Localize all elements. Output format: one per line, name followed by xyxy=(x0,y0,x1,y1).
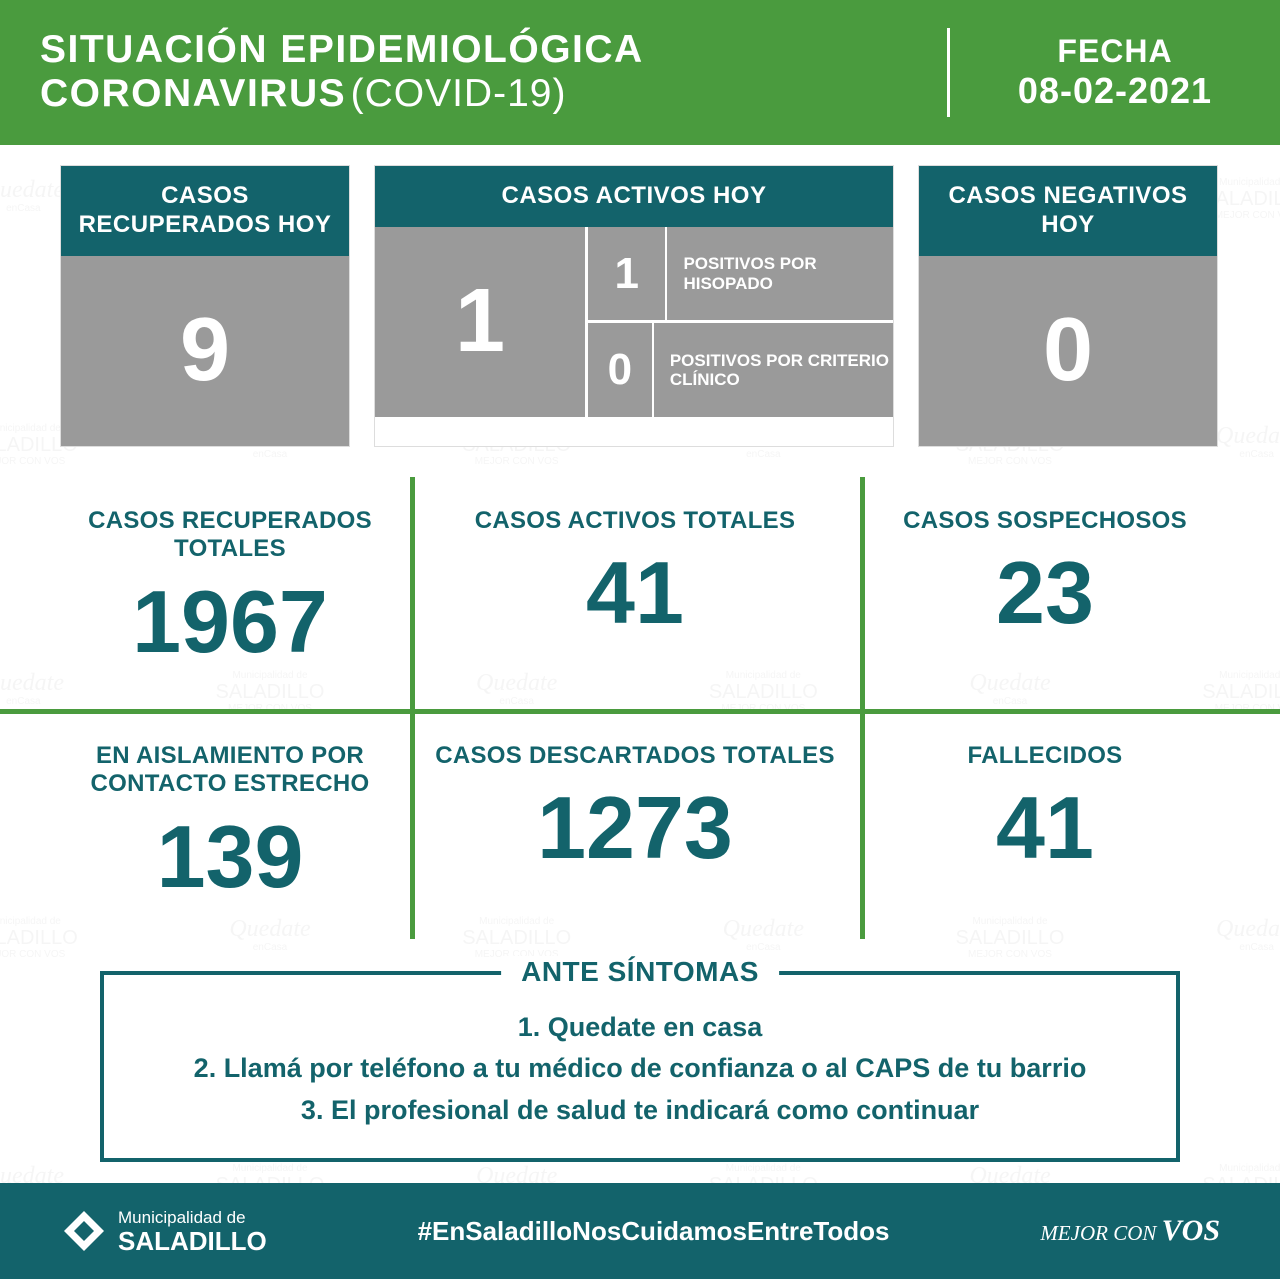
symptoms-line-3: 3. El profesional de salud te indicará c… xyxy=(128,1090,1152,1132)
clinico-value: 0 xyxy=(588,323,654,417)
hisopado-label: POSITIVOS POR HISOPADO xyxy=(667,227,893,321)
stat-value: 139 xyxy=(60,813,400,901)
card-value: 1 xyxy=(375,227,585,417)
card-negativos-hoy: CASOS NEGATIVOS HOY 0 xyxy=(918,165,1218,447)
card-value: 9 xyxy=(61,256,349,446)
cell-sospechosos: CASOS SOSPECHOSOS 23 xyxy=(870,507,1220,638)
main-content: CASOS RECUPERADOS HOY 9 CASOS ACTIVOS HO… xyxy=(0,145,1280,1162)
stat-value: 23 xyxy=(870,549,1220,637)
symptoms-line-1: 1. Quedate en casa xyxy=(128,1007,1152,1049)
header-date-block: FECHA 08-02-2021 xyxy=(950,0,1280,145)
today-cards-row: CASOS RECUPERADOS HOY 9 CASOS ACTIVOS HO… xyxy=(60,165,1220,447)
stat-label: CASOS DESCARTADOS TOTALES xyxy=(420,742,850,771)
grid-line-vertical xyxy=(410,714,415,939)
title-line-1: SITUACIÓN EPIDEMIOLÓGICA xyxy=(40,28,907,72)
stat-value: 1273 xyxy=(420,784,850,872)
saladillo-logo-icon xyxy=(60,1207,108,1255)
symptoms-title: ANTE SÍNTOMAS xyxy=(501,956,779,988)
logo-top: Municipalidad de xyxy=(118,1208,246,1227)
header-title-block: SITUACIÓN EPIDEMIOLÓGICA CORONAVIRUS (CO… xyxy=(0,0,947,145)
card-header: CASOS ACTIVOS HOY xyxy=(375,166,893,227)
date-value: 08-02-2021 xyxy=(950,70,1280,112)
footer-logo-text: Municipalidad de SALADILLO xyxy=(118,1208,267,1254)
activos-breakdown: 1 POSITIVOS POR HISOPADO 0 POSITIVOS POR… xyxy=(585,227,893,417)
clinico-label: POSITIVOS POR CRITERIO CLÍNICO xyxy=(654,323,893,417)
cell-fallecidos: FALLECIDOS 41 xyxy=(870,742,1220,873)
hisopado-row: 1 POSITIVOS POR HISOPADO xyxy=(585,227,893,321)
symptoms-box: ANTE SÍNTOMAS 1. Quedate en casa 2. Llam… xyxy=(100,971,1180,1163)
cell-activos-totales: CASOS ACTIVOS TOTALES 41 xyxy=(420,507,850,638)
grid-line-vertical xyxy=(410,477,415,709)
tagline-emphasis: VOS xyxy=(1162,1214,1220,1247)
footer-tagline: MEJOR CON VOS xyxy=(1040,1214,1220,1248)
infographic: Municipalidad deSALADILLOMEJOR CON VOS Q… xyxy=(0,0,1280,1279)
clinico-row: 0 POSITIVOS POR CRITERIO CLÍNICO xyxy=(585,320,893,417)
card-recuperados-hoy: CASOS RECUPERADOS HOY 9 xyxy=(60,165,350,447)
hisopado-value: 1 xyxy=(588,227,667,321)
footer-logo: Municipalidad de SALADILLO xyxy=(60,1207,267,1255)
stat-value: 1967 xyxy=(60,578,400,666)
card-header: CASOS NEGATIVOS HOY xyxy=(919,166,1217,256)
title-line-2: CORONAVIRUS xyxy=(40,72,346,115)
stat-label: EN AISLAMIENTO POR CONTACTO ESTRECHO xyxy=(60,742,400,800)
footer-hashtag: #EnSaladilloNosCuidamosEntreTodos xyxy=(267,1216,1041,1247)
header: SITUACIÓN EPIDEMIOLÓGICA CORONAVIRUS (CO… xyxy=(0,0,1280,145)
stat-label: CASOS ACTIVOS TOTALES xyxy=(420,507,850,536)
stat-label: CASOS RECUPERADOS TOTALES xyxy=(60,507,400,565)
tagline-pre: MEJOR CON xyxy=(1040,1221,1156,1245)
stat-label: CASOS SOSPECHOSOS xyxy=(870,507,1220,536)
grid-line-vertical xyxy=(860,477,865,709)
card-header: CASOS RECUPERADOS HOY xyxy=(61,166,349,256)
cell-recuperados-totales: CASOS RECUPERADOS TOTALES 1967 xyxy=(60,507,400,667)
cell-aislamiento: EN AISLAMIENTO POR CONTACTO ESTRECHO 139 xyxy=(60,742,400,902)
symptoms-line-2: 2. Llamá por teléfono a tu médico de con… xyxy=(128,1048,1152,1090)
title-subtitle: (COVID-19) xyxy=(351,72,567,115)
card-value: 0 xyxy=(919,256,1217,446)
date-label: FECHA xyxy=(950,33,1280,70)
grid-line-vertical xyxy=(860,714,865,939)
stat-label: FALLECIDOS xyxy=(870,742,1220,771)
cell-descartados-totales: CASOS DESCARTADOS TOTALES 1273 xyxy=(420,742,850,873)
grid-line-horizontal xyxy=(0,709,1280,714)
stat-value: 41 xyxy=(870,784,1220,872)
totals-grid: CASOS RECUPERADOS TOTALES 1967 CASOS ACT… xyxy=(60,477,1220,947)
logo-bottom: SALADILLO xyxy=(118,1228,267,1254)
footer: Municipalidad de SALADILLO #EnSaladilloN… xyxy=(0,1183,1280,1279)
card-activos-hoy: CASOS ACTIVOS HOY 1 1 POSITIVOS POR HISO… xyxy=(374,165,894,447)
stat-value: 41 xyxy=(420,549,850,637)
